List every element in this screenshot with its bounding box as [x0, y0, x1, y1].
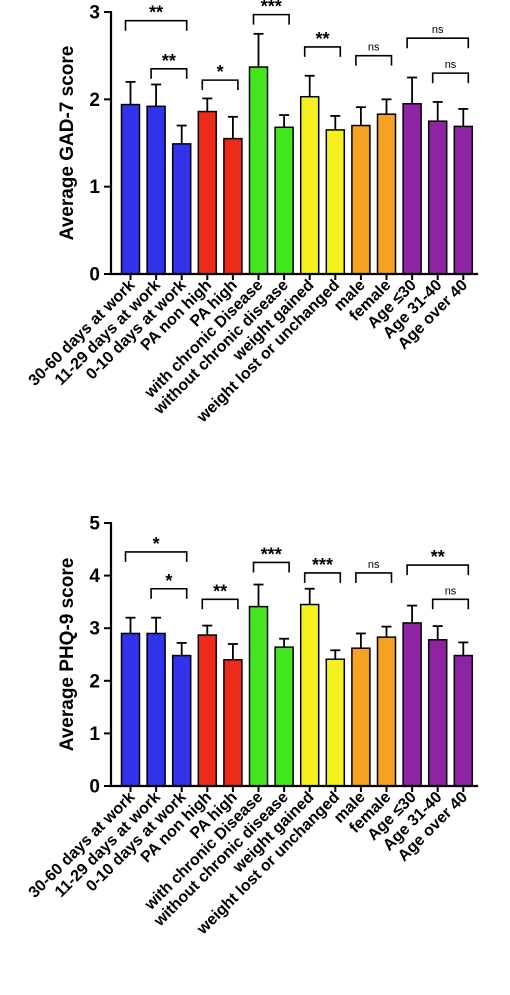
significance-bracket [150, 587, 188, 599]
bar [325, 129, 346, 275]
significance-label: *** [261, 544, 282, 564]
significance-bracket [303, 572, 342, 583]
y-tick-label: 1 [89, 177, 100, 198]
bar [197, 634, 218, 787]
significance-bracket [303, 46, 342, 57]
bar [453, 125, 474, 275]
y-axis-label: Average PHQ-9 score [57, 558, 78, 752]
bar [223, 659, 243, 787]
significance-bracket [355, 572, 393, 583]
bar [171, 654, 192, 787]
significance-label: *** [261, 0, 282, 17]
significance-bracket [252, 561, 290, 573]
y-tick-label: 5 [89, 514, 100, 535]
bar [120, 103, 141, 275]
bar [146, 632, 166, 787]
y-tick-label: 1 [89, 724, 100, 745]
bar [427, 120, 448, 275]
significance-label: * [153, 534, 160, 554]
significance-label: ns [445, 59, 457, 71]
significance-label: ** [315, 29, 329, 49]
significance-label: *** [312, 555, 333, 575]
bar [248, 605, 269, 787]
significance-label: ns [432, 24, 444, 36]
y-tick-label: 3 [89, 3, 100, 24]
significance-bracket [252, 13, 290, 25]
significance-bracket [201, 79, 239, 91]
bar [274, 126, 294, 275]
bar [376, 636, 397, 787]
significance-label: ns [368, 42, 380, 54]
bar [120, 632, 141, 787]
significance-bracket [150, 67, 188, 79]
significance-label: ** [162, 51, 176, 71]
significance-bracket [406, 564, 470, 576]
y-tick-label: 0 [89, 777, 100, 798]
y-axis-label: Average GAD-7 score [57, 46, 78, 241]
bar [351, 647, 371, 787]
y-tick-label: 2 [89, 90, 100, 111]
y-tick-label: 4 [89, 566, 100, 587]
significance-label: ** [149, 3, 163, 23]
bar [171, 143, 192, 275]
bar [376, 113, 397, 275]
bar [325, 658, 346, 787]
significance-bracket [124, 19, 188, 31]
y-tick-label: 0 [89, 265, 100, 286]
bar [453, 654, 474, 787]
bar [197, 110, 218, 275]
significance-bracket [431, 72, 470, 84]
bar [248, 66, 269, 275]
bar [427, 639, 448, 787]
bar [223, 137, 243, 275]
significance-bracket [431, 598, 470, 610]
bar [299, 603, 320, 787]
bar [402, 102, 422, 275]
bar [351, 124, 371, 275]
y-tick-label: 2 [89, 671, 100, 692]
bar [146, 105, 166, 275]
y-tick-label: 3 [89, 619, 100, 640]
bar [299, 95, 320, 275]
significance-bracket [406, 37, 470, 49]
significance-label: ** [213, 581, 227, 601]
significance-bracket [201, 598, 239, 610]
significance-label: * [165, 571, 172, 591]
significance-label: ns [368, 559, 380, 571]
significance-bracket [124, 551, 188, 562]
significance-label: * [217, 62, 224, 82]
bar [274, 646, 294, 787]
significance-label: ** [431, 547, 445, 567]
significance-bracket [355, 54, 393, 66]
bar [402, 622, 422, 787]
significance-label: ns [445, 585, 457, 597]
